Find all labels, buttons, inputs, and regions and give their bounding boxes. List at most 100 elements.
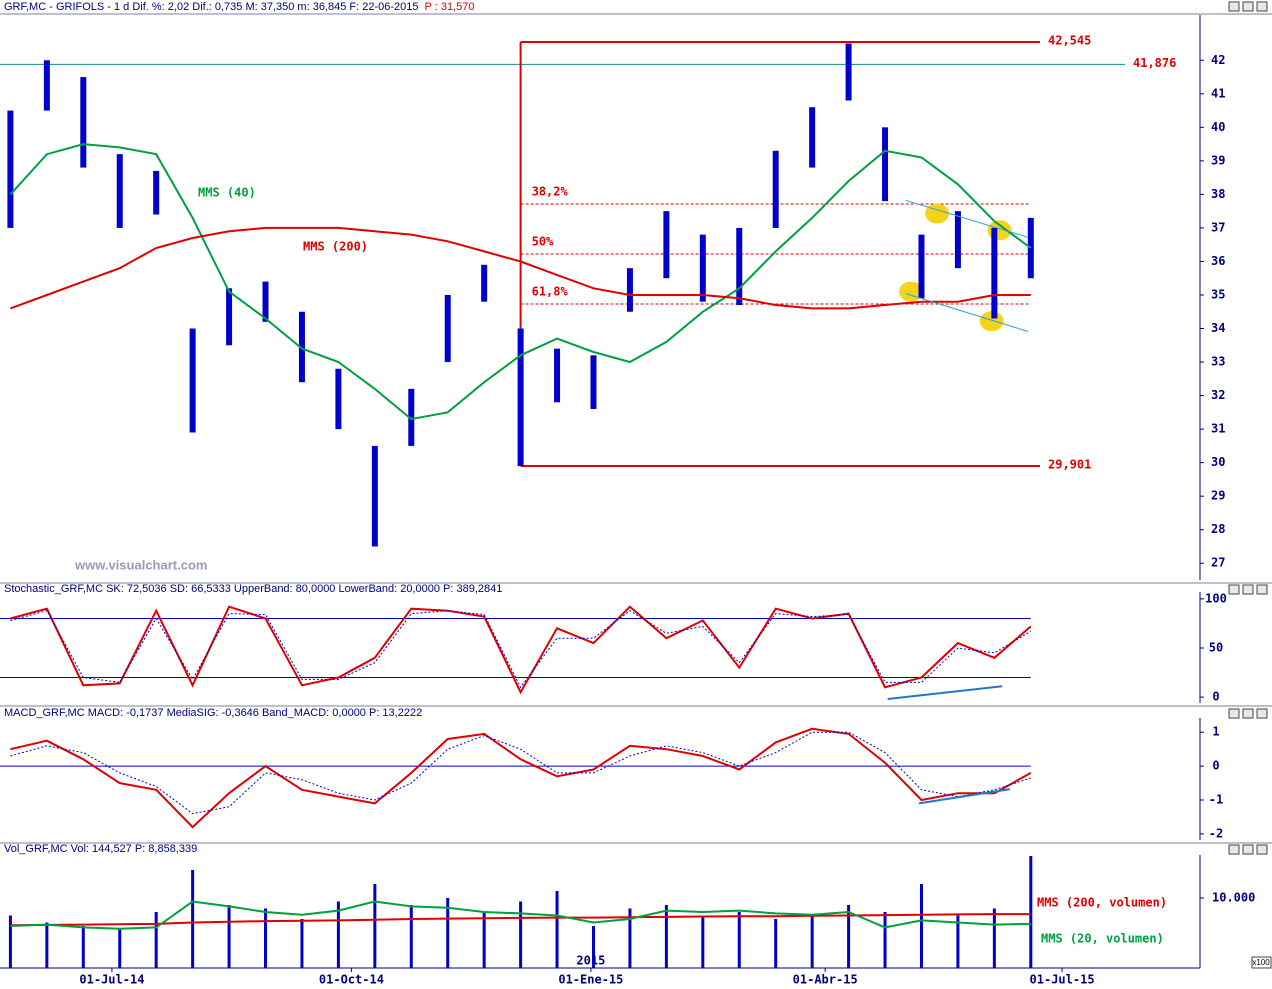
volume-bar bbox=[227, 904, 231, 968]
line-label: MMS (20, volumen) bbox=[1041, 932, 1164, 946]
series-line bbox=[10, 727, 1032, 829]
volume-bar bbox=[45, 922, 49, 968]
volume-bar bbox=[628, 908, 632, 968]
price-bar bbox=[262, 281, 269, 322]
volume-bar bbox=[373, 883, 377, 968]
y-tick-label: 28 bbox=[1211, 522, 1225, 536]
line-label: MMS (40) bbox=[198, 186, 256, 200]
year-label: 2015 bbox=[576, 954, 605, 968]
y-tick-label: 30 bbox=[1211, 455, 1225, 469]
y-tick-label: 35 bbox=[1211, 287, 1225, 301]
price-bar bbox=[954, 211, 961, 269]
close-button[interactable] bbox=[1256, 1, 1268, 12]
maximize-button[interactable] bbox=[1242, 844, 1254, 855]
price-bar bbox=[7, 110, 14, 228]
volume-bar bbox=[446, 897, 450, 968]
volume-bar bbox=[992, 908, 996, 968]
price-bar bbox=[991, 227, 998, 319]
price-bar bbox=[444, 294, 451, 363]
volume-bar bbox=[1029, 855, 1033, 968]
line-label: MMS (200, volumen) bbox=[1037, 896, 1167, 910]
highlight bbox=[979, 311, 1004, 332]
price-bar bbox=[517, 328, 524, 466]
price-bar bbox=[1027, 217, 1034, 279]
level-label: 29,901 bbox=[1048, 457, 1091, 471]
price-bar bbox=[298, 311, 305, 383]
y-tick-label: 36 bbox=[1211, 254, 1225, 268]
volume-bar bbox=[883, 911, 887, 968]
y-tick-label: 37 bbox=[1211, 220, 1225, 234]
price-bar bbox=[335, 368, 342, 430]
average-line bbox=[9, 143, 1032, 421]
header-bar bbox=[0, 0, 1272, 14]
volume-bar bbox=[664, 904, 668, 968]
volume-bar bbox=[118, 929, 122, 968]
price-bar bbox=[736, 227, 743, 306]
minimize-button[interactable] bbox=[1228, 584, 1240, 595]
price-bar bbox=[153, 170, 160, 215]
price-bar bbox=[554, 348, 561, 403]
volume-bar bbox=[847, 904, 851, 968]
volume-bar bbox=[336, 901, 340, 968]
y-tick-label: 27 bbox=[1211, 556, 1225, 570]
price-bar bbox=[772, 150, 779, 228]
volume-bar bbox=[154, 911, 158, 968]
y-tick-label: -1 bbox=[1209, 793, 1223, 807]
volume-bar bbox=[701, 915, 705, 968]
trend-line bbox=[905, 293, 1029, 333]
highlight bbox=[925, 203, 950, 224]
minimize-button[interactable] bbox=[1228, 844, 1240, 855]
panel-title: Stochastic_GRF,MC SK: 72,5036 SD: 66,533… bbox=[4, 583, 502, 595]
volume-bar bbox=[300, 918, 304, 968]
y-tick-label: 31 bbox=[1211, 422, 1225, 436]
average-line bbox=[10, 913, 1031, 927]
maximize-button[interactable] bbox=[1242, 584, 1254, 595]
price-bar bbox=[845, 43, 852, 101]
volume-bar bbox=[956, 915, 960, 968]
price-bar bbox=[882, 127, 889, 202]
volume-bar bbox=[591, 925, 595, 968]
price-bar bbox=[918, 234, 925, 299]
x-tick-label: 01-Abr-15 bbox=[793, 973, 858, 987]
level-label: 41,876 bbox=[1133, 56, 1176, 70]
series-line bbox=[10, 610, 1032, 689]
volume-bar bbox=[482, 911, 486, 968]
price-bar bbox=[116, 154, 123, 228]
y-tick-label: 34 bbox=[1211, 321, 1225, 335]
volume-bar bbox=[191, 869, 195, 968]
price-bar bbox=[408, 388, 415, 446]
close-button[interactable] bbox=[1256, 844, 1268, 855]
price-bar bbox=[809, 107, 816, 168]
minimize-button[interactable] bbox=[1228, 708, 1240, 719]
maximize-button[interactable] bbox=[1242, 1, 1254, 12]
maximize-button[interactable] bbox=[1242, 708, 1254, 719]
volume-bar bbox=[81, 925, 85, 968]
panel-title: GRF,MC - GRIFOLS - 1 d Dif. %: 2,02 Dif.… bbox=[4, 1, 419, 13]
price-bar bbox=[80, 77, 87, 168]
minimize-button[interactable] bbox=[1228, 1, 1240, 12]
window-buttons bbox=[1228, 1, 1268, 855]
trend-line bbox=[887, 685, 1003, 701]
average-line bbox=[10, 226, 1031, 310]
close-button[interactable] bbox=[1256, 584, 1268, 595]
x-tick-label: 01-Ene-15 bbox=[558, 973, 623, 987]
y-tick-label: 32 bbox=[1211, 388, 1225, 402]
panel-subtitle: P : 31,570 bbox=[425, 1, 475, 13]
volume-bar bbox=[919, 883, 923, 968]
series-line bbox=[10, 731, 1031, 815]
volume-bar bbox=[555, 890, 559, 968]
y-tick-label: 39 bbox=[1211, 153, 1225, 167]
close-button[interactable] bbox=[1256, 708, 1268, 719]
fib-label: 50% bbox=[532, 234, 554, 248]
volume-bar bbox=[519, 901, 523, 968]
trend-line bbox=[918, 788, 1011, 805]
y-tick-label: 42 bbox=[1211, 53, 1225, 67]
y-tick-label: 29 bbox=[1211, 489, 1225, 503]
price-bar bbox=[481, 264, 488, 302]
y-tick-label: 41 bbox=[1211, 86, 1225, 100]
y-tick-label: -2 bbox=[1209, 826, 1223, 840]
y-tick-label: 1 bbox=[1212, 725, 1219, 739]
